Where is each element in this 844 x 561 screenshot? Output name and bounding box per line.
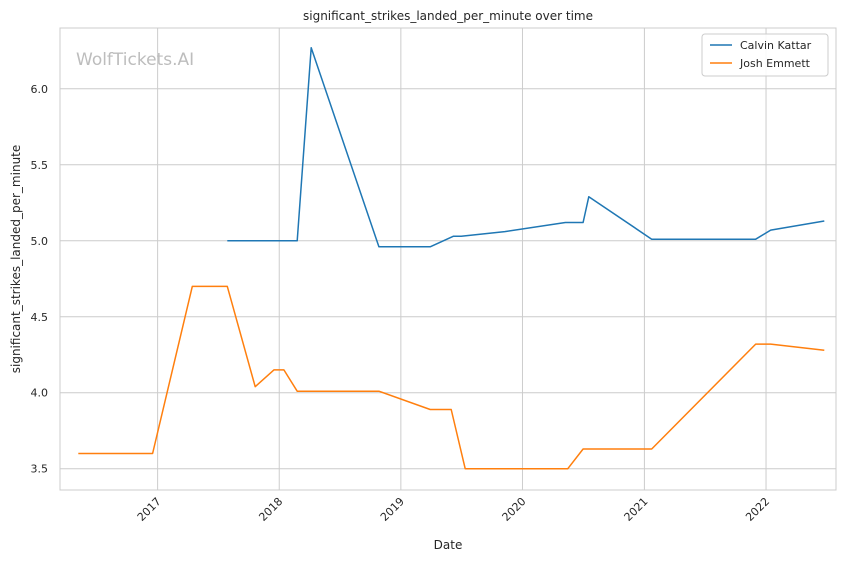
x-tick-labels: 2017 2018 2019 2020 2021 2022 xyxy=(135,495,772,524)
x-tick-label: 2022 xyxy=(743,495,772,524)
legend: Calvin Kattar Josh Emmett xyxy=(701,33,829,77)
legend-label: Josh Emmett xyxy=(739,57,811,70)
x-tick-label: 2019 xyxy=(378,495,407,524)
series-layer xyxy=(78,47,825,470)
x-tick-label: 2018 xyxy=(256,495,285,524)
series-line-josh-emmett xyxy=(78,285,825,470)
grid-lines xyxy=(60,28,836,490)
y-tick-label: 5.0 xyxy=(31,235,49,248)
y-tick-labels: 3.5 4.0 4.5 5.0 5.5 6.0 xyxy=(31,83,49,476)
watermark-text: WolfTickets.AI xyxy=(76,50,194,70)
x-tick-label: 2021 xyxy=(622,495,651,524)
x-tick-label: 2017 xyxy=(135,495,164,524)
y-tick-label: 3.5 xyxy=(31,463,49,476)
x-axis-label: Date xyxy=(434,538,463,552)
y-tick-label: 4.0 xyxy=(31,387,49,400)
legend-box xyxy=(701,33,829,77)
series-line-calvin-kattar xyxy=(227,47,825,248)
x-tick-label: 2020 xyxy=(500,495,529,524)
chart-title: significant_strikes_landed_per_minute ov… xyxy=(303,9,593,23)
plot-frame xyxy=(59,27,837,491)
legend-label: Calvin Kattar xyxy=(740,39,812,52)
y-tick-label: 5.5 xyxy=(31,159,49,172)
y-tick-label: 4.5 xyxy=(31,311,49,324)
y-axis-label: significant_strikes_landed_per_minute xyxy=(9,145,23,374)
y-tick-label: 6.0 xyxy=(31,83,49,96)
